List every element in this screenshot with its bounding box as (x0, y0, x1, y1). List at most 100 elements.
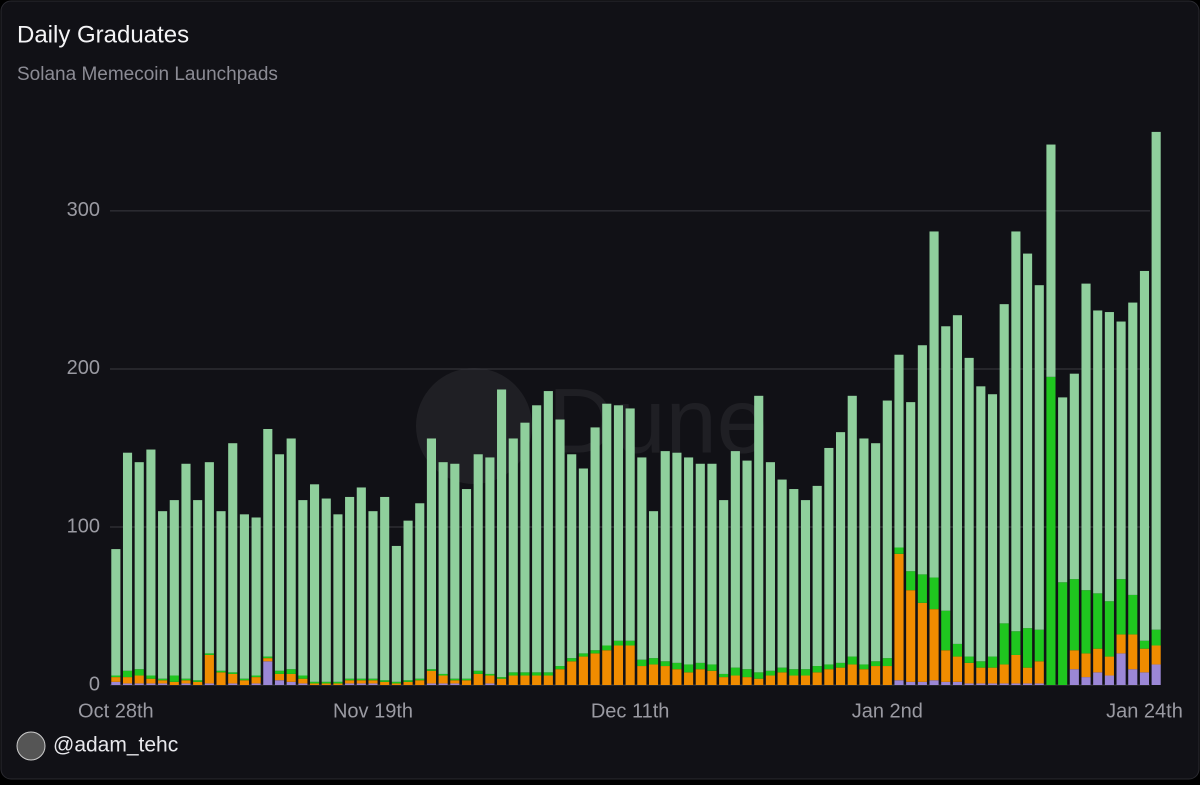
bar-segment (298, 500, 308, 676)
bar-segment (1058, 582, 1068, 685)
bar-segment (309, 484, 320, 682)
bar-segment (871, 661, 881, 667)
bar-segment (356, 678, 366, 681)
bar-segment (146, 678, 156, 684)
bar-segment (1023, 683, 1033, 685)
bar-segment (578, 468, 588, 654)
bar-segment (941, 326, 951, 611)
bar-segment (122, 683, 133, 685)
bar-segment (730, 675, 740, 685)
bar-segment (1116, 579, 1126, 635)
bar-segment (730, 667, 740, 676)
bar-segment (1116, 634, 1126, 654)
bar-segment (929, 680, 939, 685)
bar-segment (929, 609, 939, 681)
bar-segment (987, 656, 998, 668)
bar-segment (497, 678, 507, 685)
bar-segment (543, 672, 553, 676)
bar-segment (146, 683, 156, 685)
bar-segment (812, 485, 822, 667)
bar-segment (602, 650, 612, 685)
bar-segment (754, 678, 764, 685)
bar-segment (473, 670, 483, 674)
bar-segment (567, 454, 577, 659)
bar-segment (824, 664, 834, 670)
bar-segment (216, 670, 226, 673)
bar-segment (356, 683, 366, 685)
bar-segment (111, 681, 121, 685)
bar-segment (952, 656, 963, 682)
bar-segment (1069, 579, 1079, 651)
bar-segment (134, 683, 144, 685)
bar-segment (754, 672, 764, 679)
bar-segment (1034, 629, 1044, 662)
bar-segment (754, 395, 764, 673)
bar-segment (1116, 321, 1126, 580)
bar-segment (321, 498, 331, 682)
bar-segment (789, 489, 799, 670)
bar-segment (426, 438, 437, 670)
bar-segment (1081, 677, 1091, 685)
bar-segment (1081, 590, 1091, 654)
bar-segment (1011, 631, 1021, 655)
bar-segment (134, 669, 144, 676)
bar-segment (906, 590, 916, 682)
bar-segment (999, 304, 1009, 624)
bar-segment (228, 672, 238, 674)
bar-segment (345, 680, 355, 684)
bar-segment (1034, 285, 1044, 630)
bar-segment (216, 672, 226, 685)
bar-segment (1128, 302, 1138, 595)
bar-segment (987, 683, 998, 685)
bar-segment (485, 673, 495, 676)
bar-segment (380, 681, 390, 685)
bar-segment (228, 683, 238, 685)
bar-segment (1139, 648, 1150, 673)
bar-segment (695, 463, 705, 663)
bar-segment (368, 511, 378, 679)
bar-segment (1128, 594, 1138, 635)
bar-segment (812, 666, 822, 673)
bar-segment (1116, 653, 1126, 685)
bar-segment (964, 357, 974, 657)
bar-segment (847, 656, 857, 665)
bar-segment (578, 653, 588, 657)
bar-segment (742, 669, 752, 678)
bar-segment (204, 653, 214, 655)
bar-segment (111, 675, 121, 678)
bar-segment (1034, 661, 1044, 684)
bar-segment (543, 675, 553, 685)
bar-segment (847, 664, 857, 685)
bar-segment (1128, 669, 1138, 685)
bar-segment (742, 677, 752, 685)
bar-segment (333, 681, 343, 684)
bar-segment (204, 462, 214, 654)
bar-segment (789, 675, 799, 685)
bar-segment (941, 650, 951, 682)
bar-segment (578, 656, 588, 685)
bar-segment (871, 666, 881, 685)
bar-segment (1011, 683, 1021, 685)
bar-segment (438, 673, 448, 676)
bar-segment (438, 462, 448, 674)
bar-segment (193, 681, 203, 685)
bar-segment (917, 345, 927, 575)
bar-segment (333, 514, 343, 682)
bar-segment (263, 661, 273, 685)
bar-segment (847, 395, 857, 657)
bar-segment (555, 669, 565, 685)
bar-segment (871, 443, 881, 662)
bar-segment (742, 460, 752, 670)
bar-segment (976, 661, 986, 668)
bar-segment (251, 517, 261, 676)
bar-segment (1069, 650, 1079, 670)
bar-segment (520, 675, 530, 685)
bar-segment (1081, 283, 1091, 591)
bar-segment (648, 664, 659, 685)
bar-segment (263, 658, 273, 662)
bar-segment (345, 496, 355, 679)
x-tick-label: Nov 19th (333, 700, 413, 722)
bar-segment (286, 438, 296, 670)
bar-segment (812, 672, 822, 685)
